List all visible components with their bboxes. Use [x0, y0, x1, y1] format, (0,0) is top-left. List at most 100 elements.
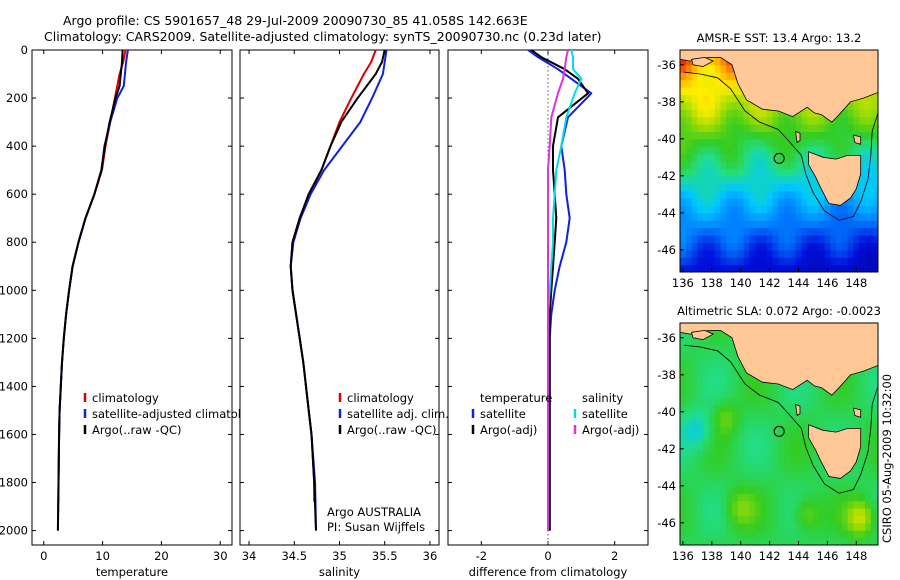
map-cell	[772, 411, 779, 420]
map-cell	[795, 508, 802, 516]
map-cell	[743, 515, 750, 524]
map-cell	[830, 124, 837, 132]
map-cell	[870, 124, 878, 132]
map-cell	[691, 397, 698, 405]
map-cell	[865, 101, 872, 110]
map-cell	[697, 198, 704, 206]
map-cell	[720, 257, 727, 266]
map-cell	[836, 146, 843, 155]
map-cell	[847, 138, 854, 147]
map-cell	[703, 101, 710, 110]
map-cell	[691, 64, 698, 73]
map-cell	[830, 205, 837, 214]
map-cell	[795, 456, 802, 465]
map-cell	[795, 411, 802, 420]
map-cell	[801, 537, 808, 545]
map-cell	[784, 537, 791, 545]
map-cell	[778, 183, 785, 192]
map-cell	[714, 64, 722, 73]
map-cell	[841, 116, 849, 125]
map-cell	[847, 397, 854, 405]
map-cell	[853, 227, 860, 236]
map-cell	[818, 411, 826, 420]
map-cell	[691, 109, 698, 118]
map-cell	[685, 411, 693, 420]
map-cell	[789, 448, 797, 457]
map-cell	[720, 397, 727, 405]
map-cell	[778, 434, 785, 442]
map-cell	[755, 419, 762, 428]
map-cell	[737, 183, 745, 192]
map-cell	[865, 367, 872, 376]
map-cell	[772, 205, 779, 214]
map-cell	[789, 411, 797, 420]
map-cell	[726, 168, 733, 177]
map-cell	[801, 441, 808, 450]
map-cell	[853, 463, 860, 472]
flinders-island-landmass	[852, 407, 862, 418]
map-cell	[818, 508, 826, 516]
map-cell	[813, 397, 820, 405]
map-cell	[743, 138, 750, 147]
map-cell	[737, 478, 745, 487]
y-tick-label: -40	[657, 405, 676, 419]
map-cell	[876, 397, 878, 405]
map-cell	[784, 448, 791, 457]
map-cell	[784, 485, 791, 494]
map-cell	[801, 146, 808, 155]
map-cell	[703, 485, 710, 494]
map-cell	[830, 522, 837, 531]
map-cell	[749, 153, 756, 162]
map-cell	[691, 485, 698, 494]
map-cell	[847, 109, 854, 118]
map-cell	[737, 153, 745, 162]
map-cell	[830, 257, 837, 266]
map-cell	[824, 522, 831, 531]
map-cell	[813, 257, 820, 266]
map-cell	[726, 227, 733, 236]
y-tick-label: 800	[6, 235, 28, 249]
map-cell	[772, 441, 779, 450]
map-cell	[691, 500, 698, 509]
map-cell	[720, 235, 727, 243]
x-tick-label: 35.5	[372, 549, 398, 563]
map-cell	[749, 205, 756, 214]
map-cell	[865, 124, 872, 132]
map-cell	[853, 212, 860, 221]
map-cell	[772, 515, 779, 524]
map-cell	[726, 124, 733, 132]
legend-label: Argo(..raw -QC)	[92, 423, 182, 437]
map-cell	[703, 161, 710, 169]
mainland-landmass	[680, 50, 878, 123]
map-cell	[865, 493, 872, 502]
x-axis-label: difference from climatology	[469, 565, 628, 579]
map-cell	[760, 500, 768, 509]
map-cell	[685, 50, 693, 51]
map-cell	[760, 109, 768, 118]
map-cell	[813, 131, 820, 140]
map-cell	[708, 515, 716, 524]
map-cell	[720, 227, 727, 236]
map-cell	[876, 456, 878, 465]
map-cell	[685, 485, 693, 494]
map-cell	[807, 257, 814, 266]
map-cell	[755, 183, 762, 192]
map-cell	[876, 434, 878, 442]
map-cell	[714, 124, 722, 132]
map-cell	[760, 419, 768, 428]
map-cell	[720, 183, 727, 192]
map-cell	[870, 175, 878, 184]
map-cell	[708, 367, 716, 376]
map-cell	[772, 198, 779, 206]
map-cell	[755, 257, 762, 266]
x-tick-label: 136	[672, 276, 694, 290]
map-cell	[801, 522, 808, 531]
map-cell	[697, 79, 704, 88]
map-cell	[691, 153, 698, 162]
map-cell	[703, 257, 710, 266]
map-cell	[708, 500, 716, 509]
map-cell	[824, 257, 831, 266]
map-cell	[824, 389, 831, 398]
map-cell	[760, 471, 768, 479]
map-cell	[876, 198, 878, 206]
